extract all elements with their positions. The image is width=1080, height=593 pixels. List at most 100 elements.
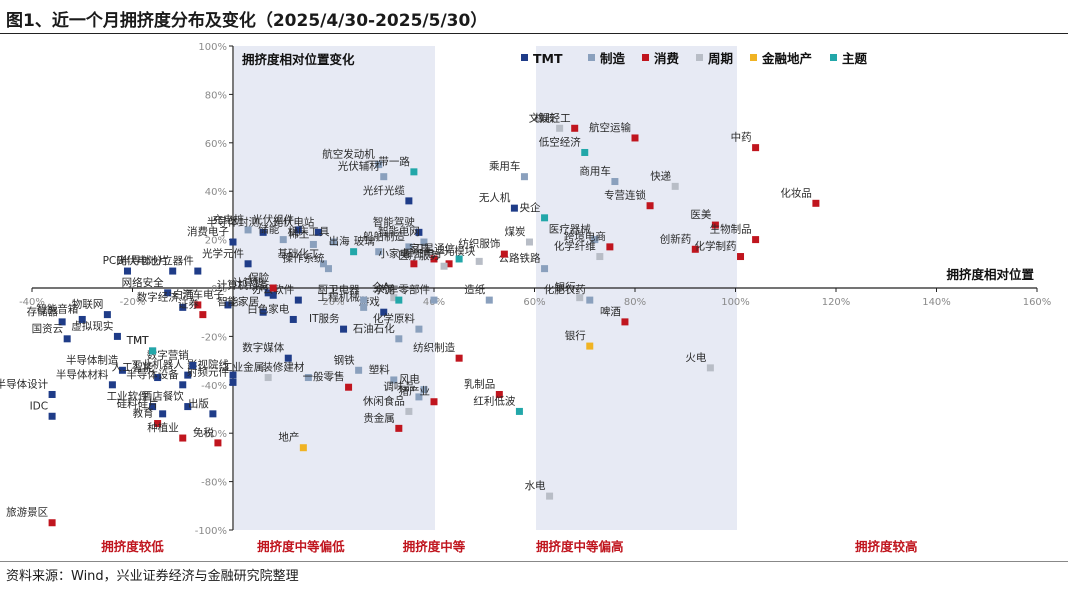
scatter-point: [154, 374, 162, 382]
scatter-point: [541, 265, 549, 273]
x-tick-label: 0%: [225, 297, 241, 308]
scatter-point: [78, 315, 86, 323]
scatter-point: [179, 381, 187, 389]
point-label: 半导体设备: [126, 368, 179, 381]
point-label: 休闲食品: [363, 394, 405, 407]
point-label: 纺织服饰: [458, 237, 500, 250]
point-label: 玻璃: [354, 235, 375, 248]
scatter-point: [244, 226, 252, 234]
point-label: 钢铁: [334, 353, 355, 366]
scatter-point: [455, 354, 463, 362]
point-label: 医疗服务: [398, 249, 440, 262]
zone-label: 拥挤度中等偏高: [536, 539, 624, 554]
point-label: 航空发动机: [322, 148, 375, 161]
scatter-point: [405, 407, 413, 415]
legend-swatch: [521, 54, 528, 61]
point-label: 一带一路: [368, 155, 410, 168]
scatter-point: [118, 366, 126, 374]
point-label: 出版: [188, 397, 209, 410]
point-label: 工程机械: [318, 290, 360, 303]
scatter-point: [380, 308, 388, 316]
point-label: 调味品: [383, 381, 415, 393]
scatter-point: [606, 243, 614, 251]
scatter-point: [586, 342, 594, 350]
scatter-point: [706, 364, 714, 372]
scatter-point: [596, 253, 604, 261]
scatter-point: [485, 296, 493, 304]
point-label: 硅料硅片: [117, 397, 159, 410]
point-label: 创新药: [660, 232, 692, 245]
source-note: 资料来源：Wind，兴业证券经济与金融研究院整理: [6, 569, 299, 584]
legend-entry: 金融地产: [761, 51, 812, 66]
point-label: 充电桩: [213, 213, 245, 226]
scatter-point: [154, 420, 162, 428]
point-label: 半导体制造: [66, 353, 119, 366]
scatter-point: [179, 434, 187, 442]
scatter-point: [330, 238, 337, 246]
scatter-point: [184, 371, 192, 379]
point-label: 全A: [372, 281, 390, 294]
x-tick-label: 140%: [922, 297, 951, 308]
scatter-point: [123, 267, 131, 275]
point-label: 跨境电商: [564, 230, 606, 243]
point-label: 智能电网: [378, 225, 420, 238]
y-tick-label: 60%: [205, 139, 227, 150]
point-label: 风电: [399, 373, 420, 386]
scatter-point: [269, 284, 277, 292]
scatter-point: [395, 296, 403, 304]
point-label: 半导体设计: [0, 377, 49, 390]
point-label: 智能驾驶: [373, 215, 415, 228]
point-label: 光伏电池片: [116, 254, 169, 267]
point-label: 无人机: [479, 191, 511, 204]
scatter-point: [319, 260, 327, 268]
y-tick-label: -100%: [195, 526, 227, 537]
scatter-point: [410, 168, 418, 176]
point-label: 水电: [525, 479, 546, 492]
point-label: 橡胶: [535, 111, 556, 124]
scatter-point: [184, 403, 192, 411]
scatter-point: [711, 221, 719, 229]
point-label: 商用车: [579, 165, 611, 178]
scatter-point: [455, 255, 463, 263]
scatter-point: [149, 403, 157, 411]
point-label: 国资云: [32, 323, 64, 335]
point-label: 半导体材料: [56, 368, 109, 381]
scatter-point: [294, 296, 302, 304]
point-label: 航空运输: [589, 121, 631, 134]
point-label: 贵金属: [363, 411, 395, 424]
scatter-point: [581, 148, 589, 156]
y-tick-label: -20%: [201, 332, 227, 343]
scatter-point: [324, 265, 332, 273]
scatter-point: [113, 332, 121, 340]
point-label: 厨卫电器: [318, 283, 360, 296]
x-axis-title: 拥挤度相对位置: [946, 267, 1034, 282]
scatter-point: [737, 253, 745, 261]
x-tick-label: 80%: [624, 297, 646, 308]
point-label: 汽车电子: [182, 288, 224, 301]
scatter-point: [48, 519, 56, 527]
legend-entry: 周期: [708, 51, 733, 66]
point-label: 操作系统: [282, 252, 324, 265]
legend-swatch: [830, 54, 837, 61]
point-label: 家具: [409, 242, 430, 255]
scatter-point: [671, 182, 679, 190]
point-label: 公路铁路: [499, 252, 541, 265]
point-label: 装修建材: [262, 361, 304, 374]
scatter-point: [189, 361, 197, 369]
title-divider: [0, 33, 1068, 34]
point-label: 塑料: [369, 363, 390, 376]
scatter-point: [445, 260, 453, 268]
scatter-point: [103, 311, 111, 319]
scatter-point: [375, 161, 383, 169]
axes: -40% -20% 0% 20% 40% 60% 80% 100% 120% 140% 160% 10…: [19, 42, 1051, 537]
y-tick-label: 100%: [198, 42, 227, 53]
y-tick-label: 20%: [205, 236, 227, 247]
source-divider: [0, 561, 1068, 562]
scatter-point: [244, 260, 252, 268]
point-label: 银行: [555, 281, 576, 294]
x-tick-label: 160%: [1023, 297, 1052, 308]
point-label: 光伏电站: [272, 215, 314, 228]
scatter-point: [495, 390, 503, 398]
scatter-point: [58, 318, 66, 326]
scatter-point: [179, 303, 187, 311]
